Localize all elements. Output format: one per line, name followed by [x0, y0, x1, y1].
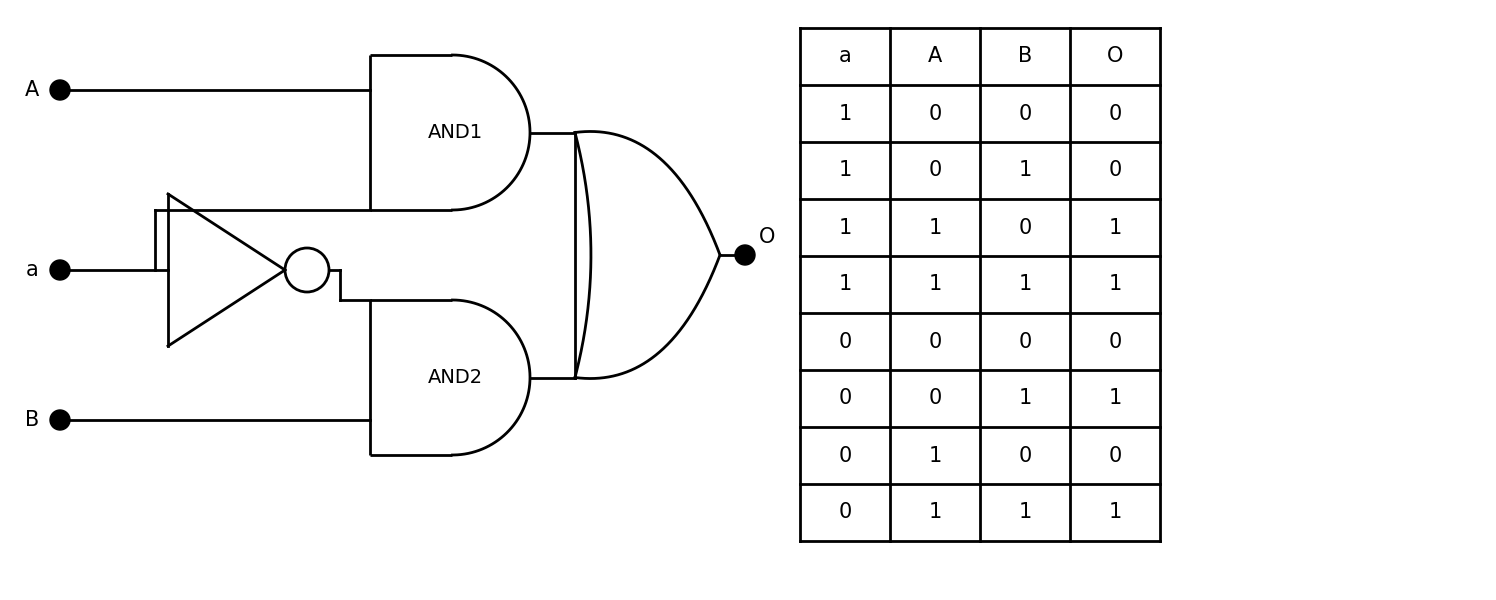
Text: 1: 1: [1109, 217, 1122, 238]
Text: 0: 0: [929, 331, 941, 352]
Text: 0: 0: [838, 445, 851, 466]
Text: a: a: [839, 46, 851, 67]
Text: AND1: AND1: [428, 123, 483, 142]
Text: 0: 0: [838, 503, 851, 523]
Text: 0: 0: [1109, 445, 1122, 466]
Text: A: A: [25, 80, 39, 100]
Text: 0: 0: [1019, 445, 1032, 466]
Circle shape: [49, 260, 70, 280]
Text: 1: 1: [838, 160, 851, 181]
Text: 1: 1: [929, 503, 941, 523]
Text: 1: 1: [1109, 389, 1122, 409]
Text: a: a: [25, 260, 39, 280]
Text: 0: 0: [1019, 331, 1032, 352]
Text: 0: 0: [1019, 217, 1032, 238]
Text: 1: 1: [929, 275, 941, 295]
Text: 0: 0: [1109, 331, 1122, 352]
Circle shape: [49, 80, 70, 100]
Text: 0: 0: [929, 103, 941, 124]
Text: 1: 1: [1019, 503, 1032, 523]
Text: 1: 1: [838, 103, 851, 124]
Text: 1: 1: [1019, 275, 1032, 295]
Text: B: B: [1017, 46, 1032, 67]
Text: 0: 0: [929, 160, 941, 181]
Text: 1: 1: [838, 217, 851, 238]
Text: 1: 1: [1109, 275, 1122, 295]
Text: 1: 1: [1109, 503, 1122, 523]
Text: 1: 1: [929, 217, 941, 238]
Text: 1: 1: [1019, 160, 1032, 181]
Text: 1: 1: [838, 275, 851, 295]
Text: 0: 0: [1109, 103, 1122, 124]
Text: 0: 0: [1019, 103, 1032, 124]
Text: 0: 0: [1109, 160, 1122, 181]
Text: A: A: [928, 46, 942, 67]
Text: B: B: [25, 410, 39, 430]
Text: O: O: [758, 227, 775, 247]
Text: O: O: [1107, 46, 1123, 67]
Text: 0: 0: [838, 389, 851, 409]
Circle shape: [735, 245, 755, 265]
Text: AND2: AND2: [428, 368, 483, 387]
Text: 1: 1: [1019, 389, 1032, 409]
Circle shape: [49, 410, 70, 430]
Text: 0: 0: [929, 389, 941, 409]
Text: 0: 0: [838, 331, 851, 352]
Text: 1: 1: [929, 445, 941, 466]
